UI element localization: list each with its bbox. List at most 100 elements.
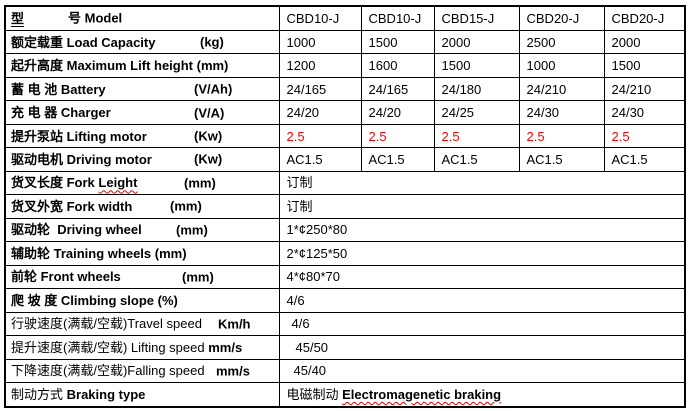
value-model-col1: CBD10-J [278,5,362,31]
value-braking-type: 电磁制动 Electromagenetic braking [278,382,686,408]
table-row-travel-speed: 行驶速度(满载/空载)Travel speed Km/h 4/6 [4,311,686,337]
label-part: (Kw) [194,128,223,144]
label-part: 电磁制动 [286,387,343,403]
value-charger-col1: 24/20 [278,100,362,125]
label-part: 45/40 [293,363,327,379]
label-part: 1*¢250*80 [286,222,348,238]
value-battery-col5: 24/210 [603,76,686,102]
label-part: 下降速度(满载/空载)Falling speed [11,363,205,379]
table-row-driving-motor: 驱动电机 Driving motor (Kw) AC1.5 AC1.5 AC1.5 AC1… [4,147,686,172]
label-part: 2*¢125*50 [286,245,348,261]
table-row-battery: 蓄 电 池 Battery (V/Ah) 24/165 24/165 24/180 24/… [4,76,686,102]
value-battery-col1: 24/165 [278,76,362,102]
label-part: 提升速度(满载/空载) Lifting speed [11,339,209,355]
row-label-battery: 蓄 电 池 Battery (V/Ah) [4,76,280,102]
label-part: 制动方式 [11,387,67,403]
table-row-fork-length: 货叉长度 Fork Leight (mm) 订制 [4,170,686,196]
value-battery-col4: 24/210 [518,76,605,102]
table-row-training-wheels: 辅助轮 Training wheels (mm) 2*¢125*50 [4,241,686,266]
row-label-falling-speed: 下降速度(满载/空载)Falling speed mm/s [4,358,280,384]
table-row-load-capacity: 额定载重 Load Capacity (kg) 1000 1500 2000 2500 20… [4,29,686,55]
label-part: 额定载重 Load Capacity [11,34,156,50]
table-row-falling-speed: 下降速度(满载/空载)Falling speed mm/s 45/40 [4,358,686,384]
row-label-max-lift-height: 起升高度 Maximum Lift height (mm) [4,53,280,78]
value-charger-col2: 24/20 [360,100,435,125]
label-part: 订制 [286,198,313,214]
label-part: Leight [98,175,138,191]
value-training-wheels: 2*¢125*50 [278,241,686,266]
value-battery-col3: 24/180 [433,76,520,102]
label-part: 提升泵站 Lifting motor [11,128,147,144]
value-max-lift-height-col1: 1200 [278,53,362,78]
value-max-lift-height-col5: 1500 [603,53,686,78]
row-label-front-wheels: 前轮 Front wheels (mm) [4,264,280,290]
label-part: 45/50 [295,339,329,355]
label-part: Km/h [218,316,251,332]
value-driving-motor-col5: AC1.5 [603,147,686,172]
label-part: mm/s [216,363,250,379]
row-label-load-capacity: 额定载重 Load Capacity (kg) [4,29,280,55]
value-driving-motor-col3: AC1.5 [433,147,520,172]
label-part: 4/6 [291,316,310,332]
value-charger-col3: 24/25 [433,100,520,125]
table-row-braking-type: 制动方式 Braking type 电磁制动 Electromagenetic b… [4,382,686,408]
value-climbing-slope: 4/6 [278,288,686,313]
label-part: 驱动轮 Driving wheel [11,222,142,238]
table-row-driving-wheel: 驱动轮 Driving wheel (mm) 1*¢250*80 [4,217,686,243]
value-load-capacity-col2: 1500 [360,29,435,55]
value-driving-motor-col4: AC1.5 [518,147,605,172]
value-load-capacity-col4: 2500 [518,29,605,55]
value-max-lift-height-col3: 1500 [433,53,520,78]
value-max-lift-height-col2: 1600 [360,53,435,78]
table-row-model: 型号 Model CBD10-J CBD10-J CBD15-J CBD20-J CBD2… [4,5,686,31]
label-part: 起升高度 Maximum Lift height (mm) [11,58,229,74]
table-row-lifting-motor: 提升泵站 Lifting motor (Kw) 2.5 2.5 2.5 2.5 2.5 [4,123,686,149]
value-travel-speed: 4/6 [278,311,686,337]
label-part: Braking type [66,387,146,403]
label-part: (Kw) [194,151,223,167]
value-load-capacity-col5: 2000 [603,29,686,55]
value-model-col5: CBD20-J [603,5,686,31]
label-part: 前轮 Front wheels [11,269,121,285]
row-label-charger: 充 电 器 Charger (V/A) [4,100,280,125]
value-driving-motor-col2: AC1.5 [360,147,435,172]
label-part: 型 [11,10,25,26]
value-driving-motor-col1: AC1.5 [278,147,362,172]
value-model-col3: CBD15-J [433,5,520,31]
row-label-braking-type: 制动方式 Braking type [4,382,280,408]
spec-table: 型号 Model CBD10-J CBD10-J CBD15-J CBD20-J CBD2… [4,5,686,408]
label-part: 4*¢80*70 [286,269,341,285]
row-label-travel-speed: 行驶速度(满载/空载)Travel speed Km/h [4,311,280,337]
table-row-fork-width: 货叉外宽 Fork width (mm) 订制 [4,194,686,219]
value-load-capacity-col1: 1000 [278,29,362,55]
value-battery-col2: 24/165 [360,76,435,102]
table-row-charger: 充 电 器 Charger (V/A) 24/20 24/20 24/25 24/30 24… [4,100,686,125]
row-label-lifting-speed: 提升速度(满载/空载) Lifting speed mm/s [4,335,280,360]
label-part: (mm) [182,269,214,285]
row-label-model: 型 号 Model [4,5,280,31]
value-load-capacity-col3: 2000 [433,29,520,55]
value-fork-width: 订制 [278,194,686,219]
value-driving-wheel: 1*¢250*80 [278,217,686,243]
label-part: 订制 [286,175,313,191]
label-part: 爬 坡 度 Climbing slope (%) [11,292,178,308]
value-front-wheels: 4*¢80*70 [278,264,686,290]
value-charger-col4: 24/30 [518,100,605,125]
label-part: (mm) [184,175,216,191]
value-lifting-motor-col5: 2.5 [603,123,686,149]
label-part: mm/s [208,339,243,355]
label-part: 货叉外宽 Fork width [11,198,133,214]
label-part: 行驶速度(满载/空载)Travel speed [11,316,202,332]
label-part: 蓄 电 池 Battery [11,81,106,97]
value-lifting-motor-col1: 2.5 [278,123,362,149]
value-lifting-motor-col2: 2.5 [360,123,435,149]
label-part: Electromagenetic braking [342,387,502,403]
row-label-lifting-motor: 提升泵站 Lifting motor (Kw) [4,123,280,149]
value-lifting-motor-col4: 2.5 [518,123,605,149]
label-part: (mm) [176,222,208,238]
label-part: 充 电 器 Charger [11,105,111,121]
row-label-driving-motor: 驱动电机 Driving motor (Kw) [4,147,280,172]
row-label-fork-length: 货叉长度 Fork Leight (mm) [4,170,280,196]
table-row-lifting-speed: 提升速度(满载/空载) Lifting speed mm/s 45/50 [4,335,686,360]
